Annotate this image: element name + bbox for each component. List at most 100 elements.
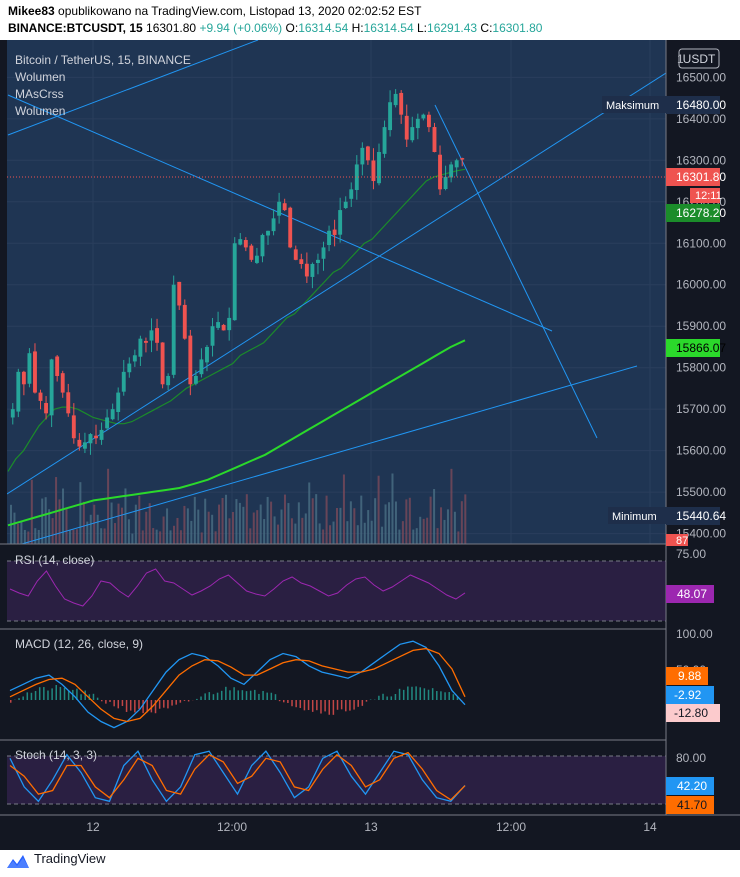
macd-histogram-bar: [299, 700, 302, 709]
candle-body: [404, 115, 409, 140]
candle-body: [310, 264, 315, 277]
candle-body: [144, 340, 148, 343]
ma-slow-line: [7, 339, 466, 527]
macd-histogram-bar: [328, 700, 330, 715]
volume-bar: [193, 496, 196, 544]
macd-histogram-bar: [63, 687, 66, 700]
volume-bar: [363, 522, 366, 544]
stoch-k-line: [9, 750, 466, 803]
tradingview-logo-icon[interactable]: [6, 850, 30, 872]
macd-histogram-bar: [245, 691, 248, 700]
time-tick-label: 12:00: [496, 820, 526, 834]
price-change: +9.94 (+0.06%): [199, 21, 283, 35]
price-tick-label: 15400.00: [676, 527, 726, 541]
time-tick-label: 12: [86, 820, 100, 834]
macd-histogram-bar: [394, 693, 397, 700]
volume-bar: [353, 508, 356, 544]
volume-bar: [394, 501, 397, 544]
candle-body: [277, 201, 282, 216]
macd-histogram-bar: [303, 700, 306, 711]
currency-badge[interactable]: [678, 48, 720, 69]
rsi-level-label: 75.00: [676, 547, 706, 561]
macd-histogram-bar: [311, 700, 314, 712]
volume-bar: [297, 502, 300, 544]
macd-histogram-bar: [183, 700, 186, 701]
volume-bar: [190, 520, 193, 544]
max-price-tag: 16480.00: [676, 98, 726, 112]
macd-histogram-bar: [43, 687, 45, 700]
legend-title: Bitcoin / TetherUS, 15, BINANCE: [15, 53, 191, 67]
volume-bar: [287, 503, 290, 544]
publish-info: Mikee83 opublikowano na TradingView.com,…: [8, 4, 421, 18]
price-pane[interactable]: [7, 40, 666, 544]
low-value: 16291.43: [427, 21, 478, 35]
stoch-d-value-bg: [666, 796, 714, 814]
signal-line: [9, 647, 466, 723]
macd-histogram-bar: [101, 700, 103, 702]
volume-bar: [290, 518, 293, 544]
volume-bar: [391, 473, 394, 544]
signal-value-bg: [666, 667, 708, 685]
volume-bar: [96, 514, 99, 544]
candle-body: [171, 284, 176, 375]
macd-histogram-bar: [332, 700, 335, 715]
candle-body: [454, 160, 459, 168]
macd-histogram-bar: [200, 696, 202, 700]
volume-bar: [58, 499, 61, 544]
rsi-line: [9, 568, 466, 607]
max-marker-label: Maksimum: [606, 100, 659, 112]
volume-bar: [238, 502, 241, 544]
volume-bar: [186, 508, 189, 544]
volume-bar: [266, 496, 269, 544]
volume-bar: [179, 530, 182, 544]
volume-bar: [44, 497, 47, 544]
macd-histogram-bar: [415, 686, 417, 700]
macd-histogram-bar: [51, 688, 53, 700]
candle-body: [349, 189, 354, 199]
macd-histogram-bar: [142, 700, 144, 714]
volume-bar: [235, 499, 238, 544]
macd-histogram-bar: [96, 697, 99, 700]
volume-bar: [89, 514, 92, 544]
candle-body: [127, 363, 132, 373]
volume-bar: [301, 517, 304, 544]
candle-body: [227, 317, 232, 331]
macd-histogram-bar: [283, 700, 285, 703]
stoch-d-line: [9, 751, 466, 801]
macd-histogram-bar: [237, 690, 239, 700]
volume-bar: [13, 512, 16, 544]
candle-body: [55, 356, 60, 376]
volume-bar: [335, 507, 338, 544]
currency-badge-label: USDT: [683, 52, 716, 66]
macd-histogram-bar: [204, 693, 206, 700]
volume-bar: [381, 526, 384, 544]
chart-svg[interactable]: 75.0048.07100.0050.009.88-2.92-12.8080.0…: [0, 40, 740, 850]
macd-histogram-bar: [158, 700, 161, 709]
volume-bar: [277, 524, 280, 544]
macd-histogram-bar: [440, 691, 442, 700]
macd-histogram-bar: [274, 694, 277, 700]
volume-bar: [169, 530, 172, 544]
ma-slow-tag-bg: [666, 339, 720, 357]
volume-bar: [311, 498, 314, 544]
candle-body: [382, 127, 387, 154]
candle-body: [99, 429, 104, 440]
chart-canvas[interactable]: 75.0048.07100.0050.009.88-2.92-12.8080.0…: [0, 40, 740, 850]
volume-bar: [339, 507, 342, 544]
candle-body: [38, 392, 43, 401]
candle-body: [316, 259, 320, 263]
candle-body: [160, 342, 165, 385]
candle-body: [232, 243, 237, 321]
candles: [10, 89, 465, 455]
volume-bar: [256, 510, 259, 544]
candle-body: [282, 203, 287, 211]
volume-bar: [51, 518, 54, 544]
macd-histogram-bar: [407, 686, 409, 700]
volume-bar: [356, 525, 359, 544]
macd-histogram-bar: [345, 700, 347, 712]
volume-bar: [433, 489, 436, 544]
macd-histogram-bar: [34, 691, 37, 700]
volume-bar: [270, 501, 273, 544]
stoch-d-value: 41.70: [677, 798, 707, 812]
candle-body: [288, 207, 293, 248]
